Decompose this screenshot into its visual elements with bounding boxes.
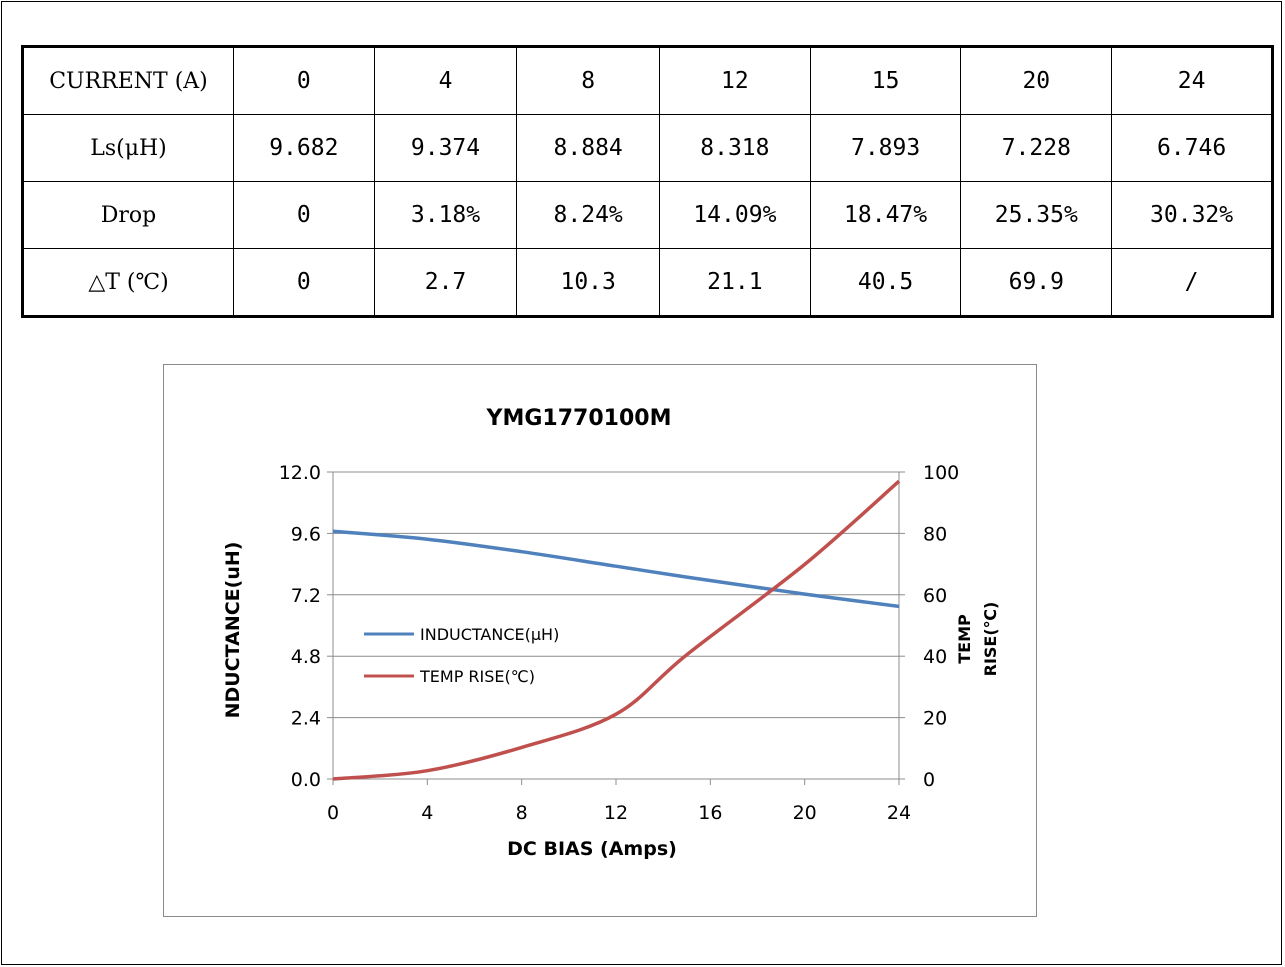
row-label: Drop xyxy=(22,181,234,249)
row-label: △T (℃) xyxy=(22,248,234,317)
y2-tick-label: 20 xyxy=(923,708,947,730)
x-tick-label: 24 xyxy=(887,802,911,824)
y-tick-label: 12.0 xyxy=(279,462,321,484)
table-cell: 9.374 xyxy=(373,114,518,182)
table-row-drop: Drop 0 3.18% 8.24% 14.09% 18.47% 25.35% … xyxy=(22,181,1273,249)
tick-labels: 0.0 2.4 4.8 7.2 9.6 12.0 0 20 40 60 80 100 0 4 8 12 16 20… xyxy=(279,462,960,824)
table-cell: 69.9 xyxy=(960,248,1113,317)
table-cell: 30.32% xyxy=(1111,181,1273,249)
y-axis-label: NDUCTANCE(uH) xyxy=(222,542,244,719)
y2-axis-label-line1: TEMP xyxy=(955,614,974,664)
y-tick-label: 7.2 xyxy=(291,585,321,607)
table-cell: 7.893 xyxy=(809,114,962,182)
table-cell: 6.746 xyxy=(1111,114,1273,182)
x-tick-label: 0 xyxy=(327,802,339,824)
x-tick-label: 8 xyxy=(516,802,528,824)
y2-axis-label: TEMP RISE(℃) xyxy=(955,602,1000,677)
x-axis-label: DC BIAS (Amps) xyxy=(507,838,677,860)
gridlines xyxy=(333,471,899,780)
table-cell: 21.1 xyxy=(659,248,811,317)
table-cell: 25.35% xyxy=(960,181,1113,249)
y2-tick-label: 100 xyxy=(923,462,959,484)
series-line-temp-rise xyxy=(332,479,901,781)
table-cell: 3.18% xyxy=(373,181,518,249)
chart-svg: YMG1770100M 0.02.44.87.29.612.0020406080… xyxy=(222,406,1000,860)
table-cell: 8.884 xyxy=(516,114,661,182)
table-cell: 0 xyxy=(233,248,375,317)
table-cell: 7.228 xyxy=(960,114,1113,182)
table-row-temp-rise: △T (℃) 0 2.7 10.3 21.1 40.5 69.9 / xyxy=(22,248,1273,317)
row-label: Ls(μH) xyxy=(22,114,234,182)
table-cell: 8.318 xyxy=(659,114,811,182)
table-cell: 24 xyxy=(1111,46,1273,115)
spec-table: CURRENT (A) 0 4 8 12 15 20 24 Ls(μH) 9.6… xyxy=(21,45,1274,318)
table-cell: 0 xyxy=(233,181,375,249)
table-row-current: CURRENT (A) 0 4 8 12 15 20 24 xyxy=(22,46,1273,115)
table-cell: 40.5 xyxy=(809,248,962,317)
y2-tick-label: 80 xyxy=(923,523,947,545)
table-cell: 2.7 xyxy=(373,248,518,317)
axes xyxy=(327,471,905,785)
legend: INDUCTANCE(μH) TEMP RISE(℃) xyxy=(364,625,559,686)
table-cell: / xyxy=(1111,248,1273,317)
legend-label-inductance: INDUCTANCE(μH) xyxy=(420,625,559,644)
y2-tick-label: 0 xyxy=(923,769,935,791)
y2-tick-label: 60 xyxy=(923,585,947,607)
y2-tick-label: 40 xyxy=(923,646,947,668)
table-cell: 10.3 xyxy=(516,248,661,317)
legend-label-temp-rise: TEMP RISE(℃) xyxy=(419,667,535,686)
y-tick-label: 2.4 xyxy=(291,708,321,730)
table-cell: 15 xyxy=(809,46,962,115)
x-tick-label: 20 xyxy=(793,802,817,824)
x-tick-label: 4 xyxy=(421,802,433,824)
table-cell: 20 xyxy=(960,46,1113,115)
y-tick-label: 9.6 xyxy=(291,523,321,545)
row-label: CURRENT (A) xyxy=(22,46,234,115)
chart-title: YMG1770100M xyxy=(486,406,672,431)
table-cell: 12 xyxy=(659,46,811,115)
table-cell: 9.682 xyxy=(233,114,375,182)
y2-axis-label-line2: RISE(℃) xyxy=(981,602,1000,677)
x-tick-label: 16 xyxy=(698,802,722,824)
table-cell: 4 xyxy=(373,46,518,115)
series-lines xyxy=(332,479,901,781)
table-cell: 14.09% xyxy=(659,181,811,249)
table-cell: 8.24% xyxy=(516,181,661,249)
chart-container: YMG1770100M 0.0 2.4 4.8 7.2 9.6 12.0 0 20 40 60 80… xyxy=(163,364,1037,917)
table-cell: 0 xyxy=(233,46,375,115)
y-tick-label: 0.0 xyxy=(291,769,321,791)
table-cell: 8 xyxy=(516,46,661,115)
series-line-inductance xyxy=(332,529,900,609)
x-tick-label: 12 xyxy=(604,802,628,824)
table-cell: 18.47% xyxy=(809,181,962,249)
table-row-inductance: Ls(μH) 9.682 9.374 8.884 8.318 7.893 7.2… xyxy=(22,114,1273,182)
y-tick-label: 4.8 xyxy=(291,646,321,668)
